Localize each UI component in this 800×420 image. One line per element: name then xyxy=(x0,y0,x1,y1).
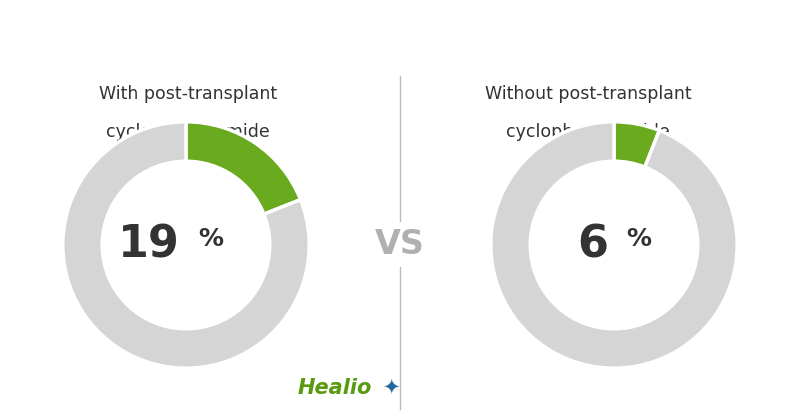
Text: %: % xyxy=(198,227,223,251)
Text: Healio: Healio xyxy=(298,378,372,399)
Text: With post-transplant: With post-transplant xyxy=(99,85,277,103)
Text: 19: 19 xyxy=(118,223,180,267)
Text: 6: 6 xyxy=(577,223,608,267)
Text: %: % xyxy=(626,227,651,251)
Text: VS: VS xyxy=(375,228,425,261)
Text: Without post-transplant: Without post-transplant xyxy=(485,85,691,103)
Wedge shape xyxy=(186,122,301,214)
Text: ✦: ✦ xyxy=(382,378,400,399)
Wedge shape xyxy=(614,122,659,167)
Text: cyclophosphamide: cyclophosphamide xyxy=(106,123,270,142)
Wedge shape xyxy=(491,122,737,368)
Text: Cumulative incidence of early cardiac events after HSCT: Cumulative incidence of early cardiac ev… xyxy=(59,26,741,46)
Wedge shape xyxy=(62,122,309,368)
Text: cyclophosphamide: cyclophosphamide xyxy=(506,123,670,142)
